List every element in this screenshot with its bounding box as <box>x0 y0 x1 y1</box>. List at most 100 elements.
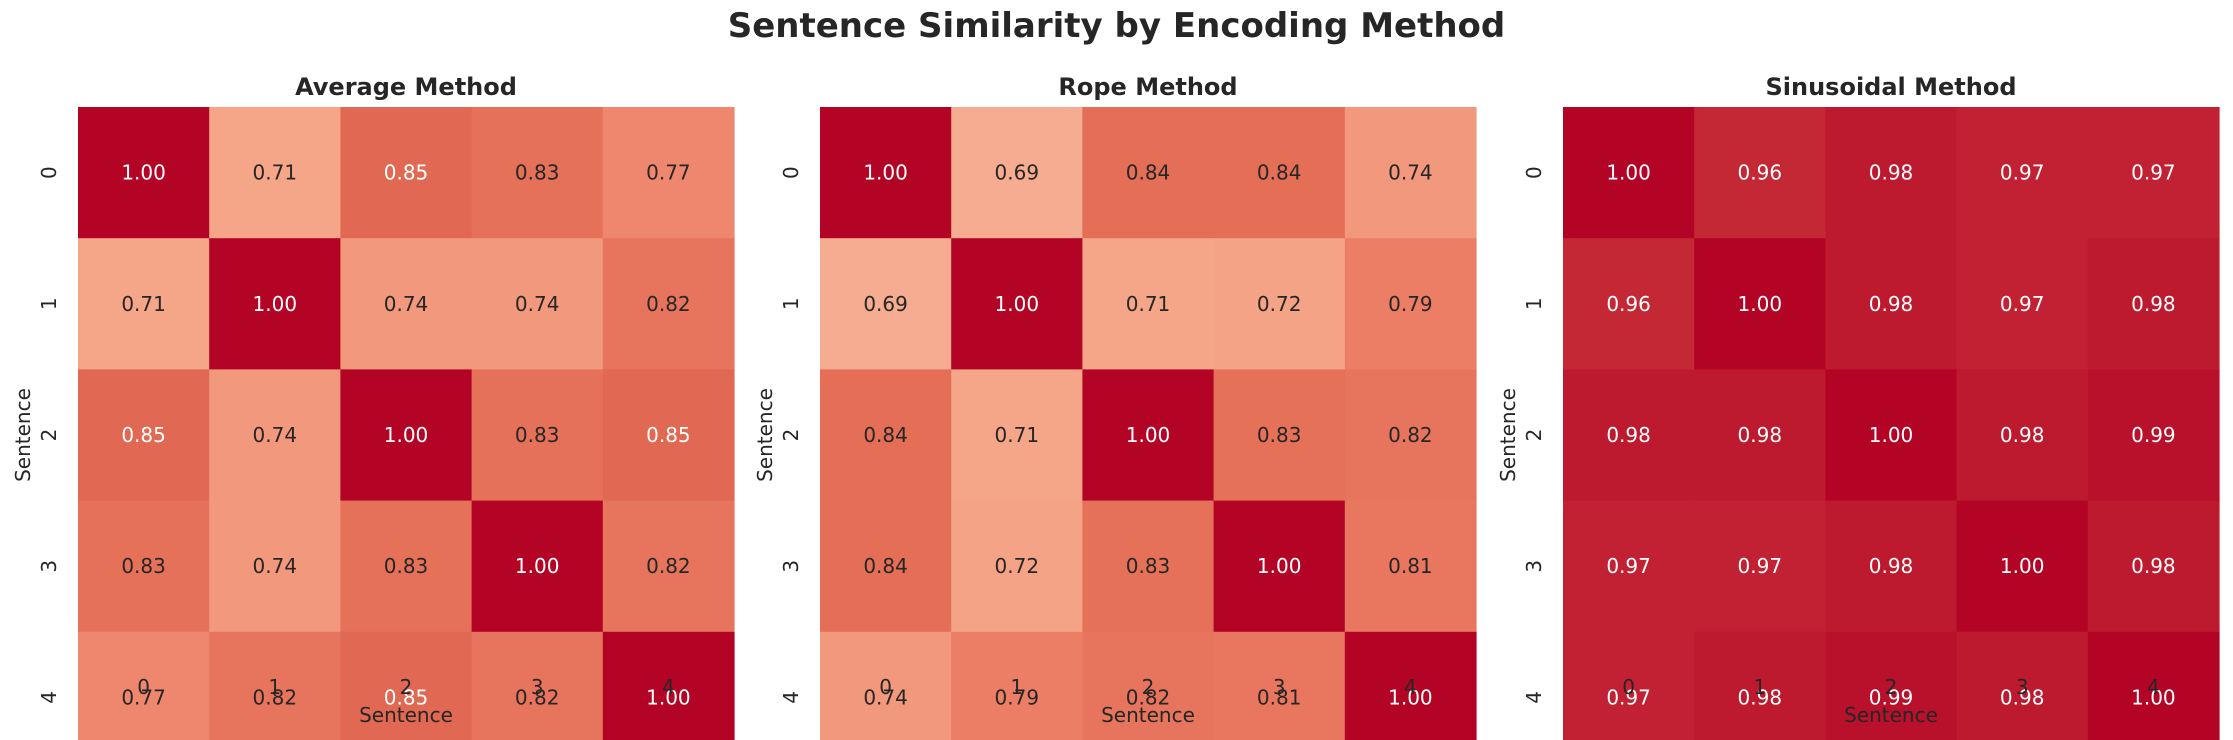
cell-value-label: 1.00 <box>646 685 691 709</box>
heatmap-cell <box>1956 369 2089 502</box>
cell-value-label: 0.98 <box>1606 423 1651 447</box>
cell-value-label: 0.97 <box>1606 554 1651 578</box>
heatmap-cell <box>1344 369 1477 502</box>
heatmap-cell <box>340 238 473 370</box>
cell-value-label: 0.99 <box>1869 685 1914 709</box>
heatmap-cell <box>820 631 952 740</box>
heatmap-cell <box>340 631 473 740</box>
cell-value-label: 0.74 <box>863 685 908 709</box>
cell-value-label: 1.00 <box>863 161 908 185</box>
panel-title: Average Method <box>295 73 517 101</box>
cell-value-label: 1.00 <box>1738 292 1783 316</box>
heatmap-cell <box>951 238 1083 370</box>
heatmap-cell <box>1082 369 1215 502</box>
cell-value-label: 0.98 <box>1869 292 1914 316</box>
heatmap-cell <box>1213 500 1346 633</box>
figure-title: Sentence Similarity by Encoding Method <box>727 6 1506 46</box>
heatmap-cell <box>78 107 210 239</box>
heatmap-cell <box>820 369 952 502</box>
x-tick-label: 0 <box>1622 675 1635 699</box>
cell-value-label: 0.98 <box>2000 685 2045 709</box>
cell-value-label: 0.83 <box>1257 423 1302 447</box>
heatmap-cell <box>1825 238 1958 370</box>
cell-value-label: 0.82 <box>515 685 560 709</box>
cell-value-label: 0.79 <box>1388 292 1433 316</box>
cell-value-label: 0.83 <box>515 423 560 447</box>
heatmap-cell <box>1694 369 1826 502</box>
cell-value-label: 0.85 <box>384 685 429 709</box>
cell-value-label: 0.83 <box>121 554 166 578</box>
x-tick-label: 1 <box>1753 675 1766 699</box>
y-axis-label: Sentence <box>1496 388 1520 482</box>
heatmap-cell <box>209 107 341 239</box>
y-tick-label: 1 <box>779 297 803 310</box>
y-tick-label: 3 <box>1522 560 1546 573</box>
heatmap-cell <box>1694 631 1826 740</box>
heatmap-cell <box>602 369 735 502</box>
x-tick-label: 4 <box>1404 675 1417 699</box>
heatmap-cell <box>951 107 1083 239</box>
y-tick-label: 1 <box>37 297 61 310</box>
heatmap-cell <box>1694 500 1826 633</box>
cell-value-label: 0.99 <box>2131 423 2176 447</box>
heatmap-cell <box>471 369 604 502</box>
cell-value-label: 0.97 <box>1606 685 1651 709</box>
x-tick-label: 1 <box>268 675 281 699</box>
cell-value-label: 0.98 <box>1869 554 1914 578</box>
heatmap-cell <box>340 107 473 239</box>
heatmap-cell <box>820 107 952 239</box>
cell-value-label: 0.83 <box>515 161 560 185</box>
heatmap-cell <box>209 500 341 633</box>
panel-title: Rope Method <box>1058 73 1237 101</box>
cell-value-label: 0.84 <box>1257 161 1302 185</box>
heatmap-cell <box>1956 500 2089 633</box>
heatmap-cell <box>951 500 1083 633</box>
heatmap-cell <box>602 238 735 370</box>
y-tick-label: 4 <box>37 691 61 704</box>
heatmap-cell <box>1825 369 1958 502</box>
cell-value-label: 0.97 <box>2131 161 2176 185</box>
cell-value-label: 0.71 <box>121 292 166 316</box>
heatmap-cell <box>820 500 952 633</box>
x-tick-label: 4 <box>662 675 675 699</box>
cell-value-label: 1.00 <box>1126 423 1171 447</box>
y-tick-label: 0 <box>1522 166 1546 179</box>
cell-value-label: 0.97 <box>2000 292 2045 316</box>
heatmap-cell <box>1563 107 1695 239</box>
heatmap-cell <box>2087 500 2220 633</box>
cell-value-label: 0.77 <box>646 161 691 185</box>
cell-value-label: 0.98 <box>1869 161 1914 185</box>
heatmap-cell <box>1213 107 1346 239</box>
cell-value-label: 0.82 <box>1388 423 1433 447</box>
cell-value-label: 0.71 <box>253 161 298 185</box>
cell-value-label: 0.97 <box>2000 161 2045 185</box>
y-tick-label: 3 <box>779 560 803 573</box>
y-tick-label: 2 <box>779 429 803 442</box>
x-tick-label: 4 <box>2147 675 2160 699</box>
cell-value-label: 0.71 <box>1126 292 1171 316</box>
heatmap-cell <box>1344 107 1477 239</box>
heatmap-cell <box>78 500 210 633</box>
cell-value-label: 0.98 <box>2000 423 2045 447</box>
heatmap-cell <box>1694 238 1826 370</box>
cell-value-label: 0.79 <box>995 685 1040 709</box>
heatmap-cell <box>2087 631 2220 740</box>
x-tick-label: 2 <box>1885 675 1898 699</box>
x-axis-label: Sentence <box>1101 703 1195 727</box>
heatmap-cell <box>1956 238 2089 370</box>
cell-value-label: 1.00 <box>1257 554 1302 578</box>
x-tick-label: 1 <box>1010 675 1023 699</box>
y-tick-label: 0 <box>37 166 61 179</box>
heatmap-cell <box>1213 238 1346 370</box>
heatmap-cell <box>951 631 1083 740</box>
cell-value-label: 0.85 <box>121 423 166 447</box>
cell-value-label: 1.00 <box>515 554 560 578</box>
heatmap-cell <box>1082 500 1215 633</box>
cell-value-label: 1.00 <box>1388 685 1433 709</box>
heatmap-cell <box>209 369 341 502</box>
heatmap-cell <box>1344 500 1477 633</box>
cell-value-label: 0.74 <box>515 292 560 316</box>
cell-value-label: 1.00 <box>384 423 429 447</box>
heatmap-cell <box>1213 369 1346 502</box>
cell-value-label: 0.82 <box>1126 685 1171 709</box>
